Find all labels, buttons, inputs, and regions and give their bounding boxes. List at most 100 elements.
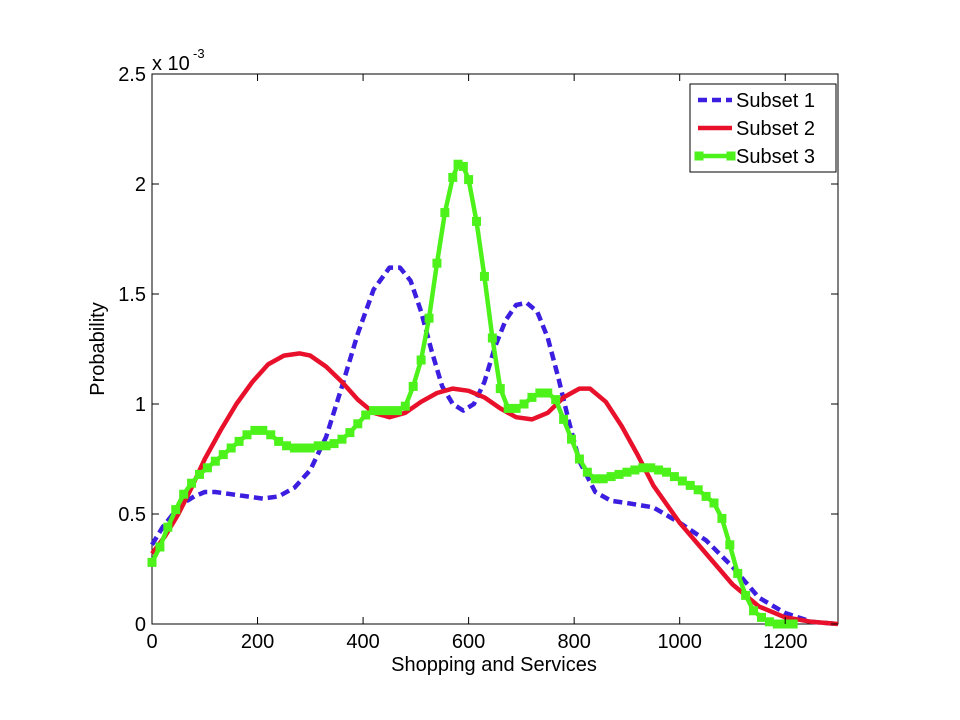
series-3-point (606, 472, 616, 482)
series-2 (150, 351, 839, 627)
series-3-point (179, 489, 189, 499)
series-3-point (543, 388, 553, 398)
x-tick-label: 800 (557, 631, 590, 653)
series-3-point (559, 414, 569, 424)
series-3-point (772, 619, 782, 629)
x-tick-label: 600 (452, 631, 485, 653)
legend-label: Subset 2 (736, 118, 815, 140)
series-3-point (511, 403, 521, 413)
series-3-point (432, 258, 442, 268)
ticks-layer: 0 200 400 600 800 1000 1200 0 0.5 1 1.5 2 2.5 (118, 64, 838, 653)
series-3-point (749, 606, 759, 616)
series-3-point (677, 476, 687, 486)
series-3-point (646, 463, 656, 473)
series-3-point (416, 355, 426, 365)
y-tick-label: 2 (135, 174, 146, 196)
y-multiplier-exponent: -3 (193, 46, 205, 61)
y-axis-label: Probability (87, 302, 109, 395)
series-3-point (535, 388, 545, 398)
series-3-point (709, 498, 719, 508)
series-3-point (741, 590, 751, 600)
series-3-point (574, 454, 584, 464)
series-3-point (614, 469, 624, 479)
series-3-point (258, 425, 268, 435)
y-tick-label: 0.5 (118, 504, 146, 526)
series-3-point (685, 480, 695, 490)
series-3-point (764, 617, 774, 627)
series-3-point (408, 381, 418, 391)
series-3-point (733, 568, 743, 578)
series-3-point (717, 513, 727, 523)
series-3-point (582, 467, 592, 477)
series-3-point (567, 434, 577, 444)
legend-marker (726, 151, 736, 161)
x-tick-label: 1000 (657, 631, 702, 653)
x-tick-label: 200 (241, 631, 274, 653)
series-1 (150, 265, 839, 627)
series-3-point (701, 491, 711, 501)
series-3-point (669, 472, 679, 482)
legend-label: Subset 3 (736, 146, 815, 168)
series-3-point (662, 467, 671, 477)
series-3-point (147, 557, 157, 567)
series-3-point (384, 406, 394, 416)
series-3-point (234, 436, 244, 446)
series-3-point (218, 450, 228, 460)
series-3-point (353, 419, 363, 429)
series-3-point (163, 522, 173, 532)
legend-marker (694, 151, 704, 161)
series-3-point (638, 463, 648, 473)
series-3-point (369, 406, 379, 416)
series-3-point (242, 430, 252, 440)
series-3-point (155, 542, 165, 552)
series-3-point (202, 463, 212, 473)
legend: Subset 1 Subset 2 Subset 3 (689, 83, 837, 173)
series-3-point (630, 465, 640, 475)
y-tick-label: 2.5 (118, 64, 146, 86)
series-3-point (424, 313, 434, 323)
series-3-point (725, 540, 735, 550)
series-3-point (458, 161, 468, 171)
legend-label: Subset 1 (736, 90, 815, 112)
series-3-point (377, 406, 387, 416)
series-3-point (266, 430, 276, 440)
series-3-point (453, 159, 463, 169)
series-3-point (305, 443, 315, 453)
series-3-point (392, 406, 402, 416)
series-3-point (472, 216, 482, 226)
series-3-point (519, 399, 529, 409)
series-3-point (274, 436, 284, 446)
x-axis-label: Shopping and Services (391, 654, 597, 676)
series-3-point (487, 333, 497, 343)
series-3-point (590, 474, 600, 484)
series-3-point (495, 384, 505, 394)
legend-entry: Subset 2 (698, 118, 815, 140)
y-multiplier-base: x 10 (152, 53, 190, 75)
legend-entry: Subset 1 (698, 90, 815, 112)
series-3-point (622, 467, 632, 477)
y-tick-label: 1.5 (118, 284, 146, 306)
series-3-point (313, 441, 323, 451)
y-tick-label: 0 (135, 614, 146, 636)
series-3-point (598, 474, 608, 484)
series-3-point (788, 619, 798, 629)
series-3-point (250, 425, 260, 435)
series-3-point (361, 410, 371, 420)
series-3-point (527, 392, 537, 402)
series-3-point (210, 456, 220, 466)
series-3-point (479, 271, 489, 281)
series-3-point (400, 401, 410, 411)
series-3-point (226, 443, 236, 453)
series-3-point (756, 612, 766, 622)
series-3-point (329, 439, 339, 449)
series-3-point (171, 505, 181, 515)
series-3-point (345, 428, 355, 438)
series-3-point (503, 403, 513, 413)
series-2-line (150, 351, 839, 627)
series-3-point (464, 175, 474, 185)
series-3-point (289, 443, 299, 453)
series-3-point (337, 434, 347, 444)
series-3-point (448, 172, 458, 182)
series-3-point (187, 478, 197, 488)
